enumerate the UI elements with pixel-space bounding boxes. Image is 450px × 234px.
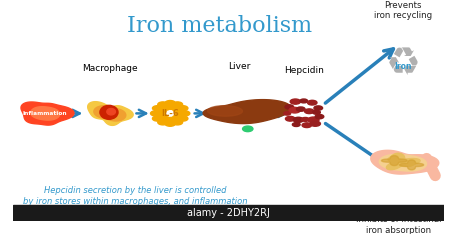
Ellipse shape (100, 105, 118, 119)
Text: Hepcidin secretion by the liver is controlled
by iron stores within macrophages,: Hepcidin secretion by the liver is contr… (23, 186, 248, 206)
Polygon shape (88, 102, 133, 125)
Polygon shape (371, 150, 439, 174)
Circle shape (158, 102, 168, 107)
Polygon shape (31, 107, 60, 120)
Polygon shape (400, 160, 423, 170)
Circle shape (175, 111, 183, 115)
Circle shape (158, 120, 168, 125)
Polygon shape (21, 102, 74, 125)
Circle shape (162, 117, 170, 121)
Circle shape (314, 106, 323, 110)
Circle shape (302, 123, 311, 128)
Text: alamy - 2DHY2RJ: alamy - 2DHY2RJ (187, 208, 270, 218)
Circle shape (302, 117, 309, 121)
Circle shape (315, 114, 324, 119)
Polygon shape (382, 156, 407, 166)
Text: IL-6: IL-6 (161, 109, 179, 118)
Ellipse shape (107, 109, 116, 115)
Polygon shape (207, 106, 243, 116)
Circle shape (313, 110, 320, 114)
Text: Prevents
iron recycling: Prevents iron recycling (374, 1, 432, 20)
Text: Inhibits of intestinal
iron absorption: Inhibits of intestinal iron absorption (356, 215, 441, 234)
Circle shape (153, 116, 163, 121)
Circle shape (307, 100, 317, 105)
Circle shape (290, 99, 301, 104)
Text: Iron: Iron (394, 62, 412, 71)
Text: Hepcidin: Hepcidin (284, 66, 324, 75)
Circle shape (165, 121, 176, 126)
Circle shape (168, 106, 176, 110)
Circle shape (285, 105, 293, 109)
Circle shape (172, 120, 183, 125)
Circle shape (173, 108, 180, 111)
Circle shape (284, 112, 291, 115)
Circle shape (178, 116, 188, 121)
Polygon shape (203, 100, 291, 124)
Circle shape (165, 101, 176, 106)
Text: Inflammation: Inflammation (23, 111, 68, 116)
Circle shape (285, 116, 295, 121)
Circle shape (180, 111, 190, 116)
Circle shape (297, 107, 305, 111)
Bar (13, 205, 444, 221)
Circle shape (293, 117, 304, 122)
Circle shape (172, 102, 183, 107)
Circle shape (292, 123, 300, 127)
Text: Macrophage: Macrophage (82, 64, 138, 73)
Circle shape (308, 117, 319, 123)
Circle shape (158, 110, 166, 113)
Polygon shape (379, 154, 427, 171)
Circle shape (153, 106, 163, 111)
Text: Liver: Liver (228, 62, 250, 71)
Circle shape (158, 113, 166, 117)
Text: ♻: ♻ (386, 45, 420, 83)
Ellipse shape (243, 126, 253, 132)
Text: Iron metabolism: Iron metabolism (127, 15, 312, 37)
Circle shape (173, 115, 180, 119)
Circle shape (150, 111, 161, 116)
Polygon shape (387, 153, 420, 170)
Circle shape (178, 106, 188, 111)
Circle shape (300, 99, 308, 103)
Circle shape (310, 121, 320, 126)
Circle shape (162, 106, 170, 110)
Circle shape (289, 107, 300, 113)
Polygon shape (94, 106, 126, 121)
Circle shape (168, 117, 176, 121)
Circle shape (305, 109, 314, 114)
